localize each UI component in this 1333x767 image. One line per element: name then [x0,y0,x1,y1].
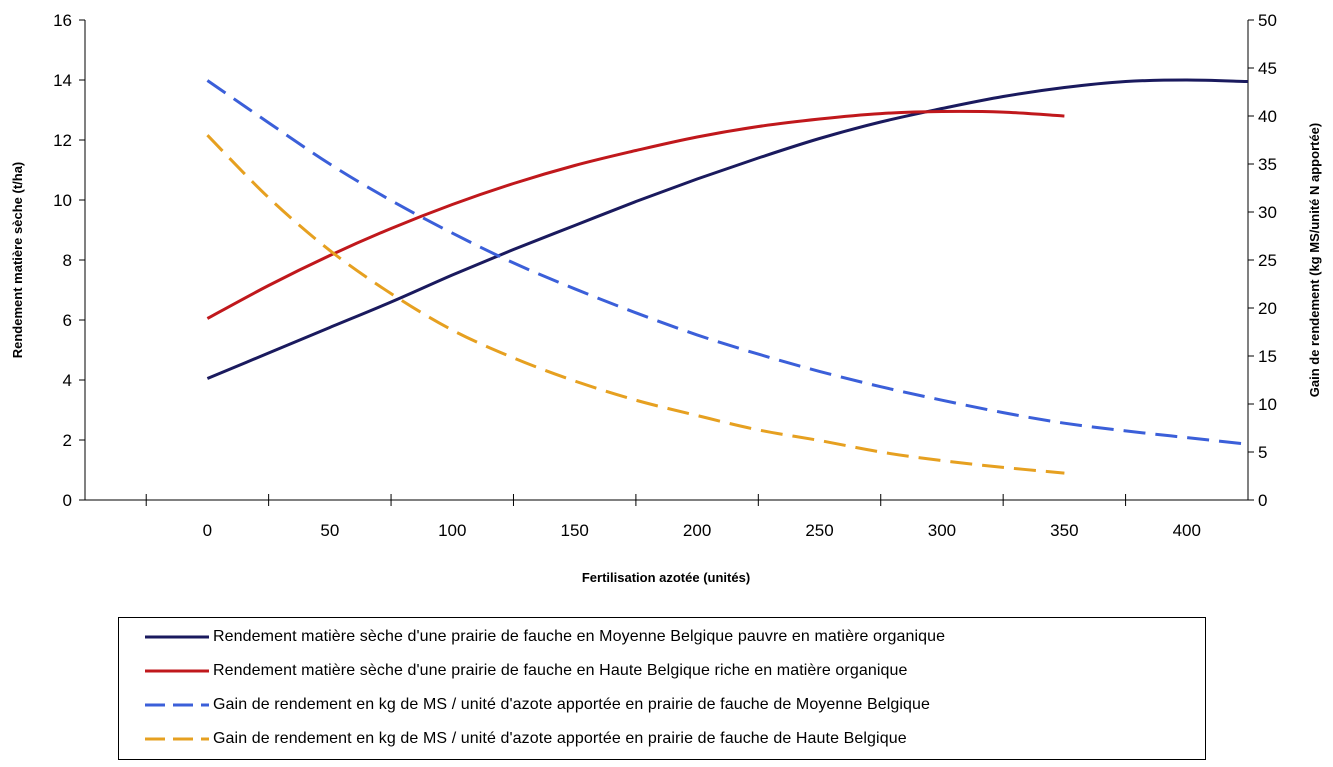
y-right-tick-label: 15 [1258,347,1277,366]
y-left-tick-label: 8 [63,251,72,270]
y-right-axis-title: Gain de rendement (kg MS/unité N apporté… [1307,123,1322,397]
legend-item: Gain de rendement en kg de MS / unité d'… [145,724,907,754]
x-tick-label: 50 [320,521,339,540]
legend-label: Gain de rendement en kg de MS / unité d'… [213,696,931,713]
x-tick-label: 250 [805,521,833,540]
x-tick-label: 150 [560,521,588,540]
y-left-tick-label: 16 [53,11,72,30]
y-left-tick-label: 10 [53,191,72,210]
series-line-2 [206,109,1065,320]
legend-item: Rendement matière sèche d'une prairie de… [145,656,907,686]
x-tick-label: 100 [438,521,466,540]
y-right-tick-label: 45 [1258,59,1277,78]
legend-item: Rendement matière sèche d'une prairie de… [145,622,945,652]
y-right-tick-label: 25 [1258,251,1277,270]
legend-swatch [145,635,209,639]
y-right-tick-label: 10 [1258,395,1277,414]
series-line-4 [206,134,1065,475]
series-lines [206,78,1249,475]
y-left-tick-label: 12 [53,131,72,150]
y-left-axis-title: Rendement matière sèche (t/ha) [10,162,25,359]
y-right-tick-label: 40 [1258,107,1277,126]
y-left-tick-label: 6 [63,311,72,330]
y-right-tick-label: 30 [1258,203,1277,222]
legend-label: Gain de rendement en kg de MS / unité d'… [213,730,907,747]
y-right-tick-label: 0 [1258,491,1267,510]
x-tick-label: 300 [928,521,956,540]
legend-swatch [145,669,209,673]
series-line-3 [206,79,1249,446]
legend-swatch [145,703,209,707]
chart-plot: 0 2 4 6 8 10 12 14 16 0 5 10 15 20 25 30 35 40 45 50 0 50 100 1… [10,11,1322,585]
y-right-tick-label: 5 [1258,443,1267,462]
legend: Rendement matière sèche d'une prairie de… [118,617,1206,760]
y-right-tick-label: 20 [1258,299,1277,318]
y-right-tick-label: 35 [1258,155,1277,174]
x-tick-label: 400 [1173,521,1201,540]
legend-label: Rendement matière sèche d'une prairie de… [213,662,908,679]
series-line-1 [206,78,1249,380]
legend-item: Gain de rendement en kg de MS / unité d'… [145,690,930,720]
y-left-tick-label: 2 [63,431,72,450]
legend-swatch [145,737,209,741]
legend-label: Rendement matière sèche d'une prairie de… [213,628,946,645]
x-axis-title: Fertilisation azotée (unités) [582,570,750,585]
x-tick-label: 350 [1050,521,1078,540]
y-left-tick-label: 14 [53,71,72,90]
x-tick-label: 200 [683,521,711,540]
axes: 0 2 4 6 8 10 12 14 16 0 5 10 15 20 25 30 35 40 45 50 0 50 100 1… [53,11,1277,540]
x-tick-label: 0 [203,521,212,540]
y-right-tick-label: 50 [1258,11,1277,30]
y-left-tick-label: 4 [63,371,72,390]
y-left-tick-label: 0 [63,491,72,510]
